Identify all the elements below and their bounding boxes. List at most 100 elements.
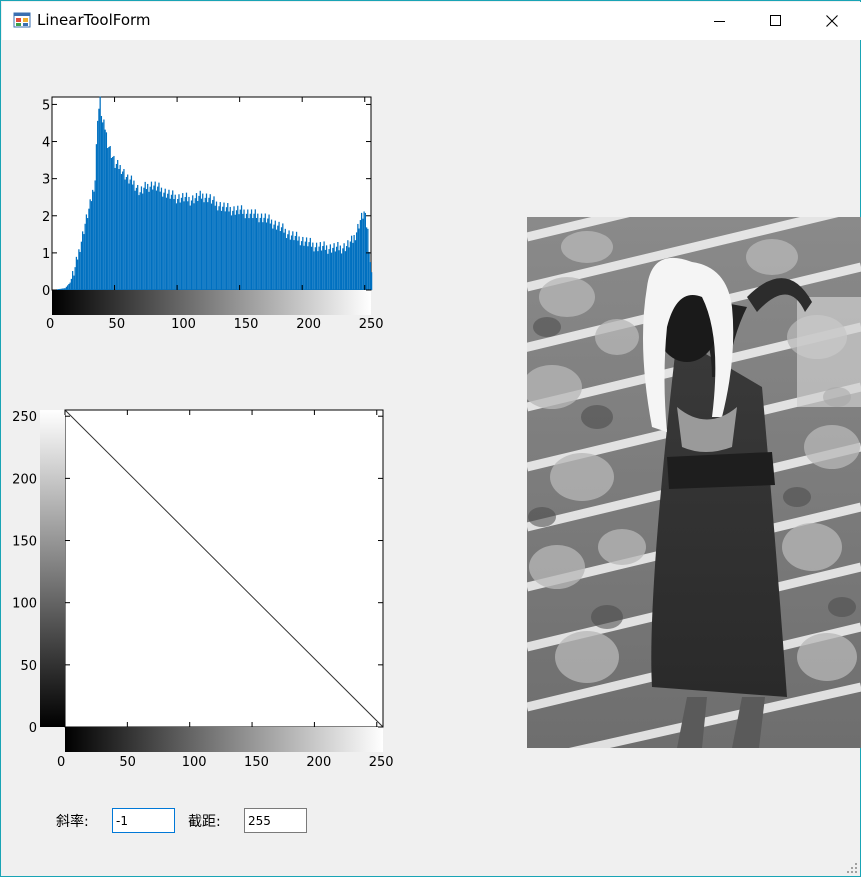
- histogram-bar: [165, 197, 168, 290]
- histogram-bar: [200, 198, 203, 290]
- histogram-bar: [113, 155, 115, 290]
- intercept-input[interactable]: [244, 808, 307, 833]
- histogram-bar: [288, 230, 290, 290]
- histogram-bar: [97, 120, 99, 290]
- histogram-bar: [347, 240, 349, 290]
- histogram-bar: [93, 191, 95, 290]
- histogram-bar: [63, 288, 65, 290]
- histogram-bar: [202, 193, 204, 290]
- histogram-bar: [267, 218, 269, 290]
- histogram-bar: [257, 213, 259, 290]
- histogram-bar: [309, 237, 311, 290]
- histogram-bar: [184, 196, 186, 290]
- histogram-bar: [292, 231, 294, 290]
- histogram-bar: [158, 182, 160, 290]
- histogram-bar: [149, 186, 151, 290]
- minimize-button[interactable]: [692, 2, 748, 40]
- histogram-bar: [289, 239, 291, 290]
- histogram-bar: [273, 224, 275, 290]
- histogram-bar: [89, 199, 91, 290]
- histogram-bar: [130, 175, 133, 290]
- slope-label: 斜率:: [56, 814, 89, 830]
- histogram-bar: [208, 197, 210, 290]
- histogram-bar: [172, 190, 174, 290]
- histogram-x-tick-label: 50: [109, 317, 126, 332]
- histogram-bar: [108, 147, 110, 290]
- histogram-bar: [135, 187, 138, 290]
- histogram-bar: [98, 108, 100, 290]
- histogram-bar: [357, 223, 359, 290]
- curve-gradient-vertical: [40, 410, 65, 727]
- histogram-bar: [258, 222, 260, 290]
- histogram-bar: [279, 231, 281, 290]
- histogram-bar: [264, 213, 266, 290]
- histogram-bar: [115, 163, 118, 290]
- title-bar[interactable]: LinearToolForm: [2, 2, 861, 40]
- intercept-label: 截距:: [188, 814, 221, 830]
- histogram-bar: [125, 177, 128, 290]
- histogram-y-tick-label: 3: [42, 173, 50, 188]
- histogram-bar: [80, 241, 83, 290]
- histogram-bar: [360, 212, 363, 290]
- histogram-bar: [209, 194, 211, 290]
- histogram-bar: [262, 222, 264, 290]
- histogram-x-tick-label: 150: [234, 317, 259, 332]
- histogram-bar: [152, 189, 154, 290]
- slope-input[interactable]: [112, 808, 175, 833]
- histogram-bar: [134, 190, 136, 290]
- histogram-bar: [371, 272, 373, 290]
- histogram-bar: [169, 198, 171, 290]
- close-button[interactable]: [804, 2, 860, 40]
- histogram-bar: [133, 180, 135, 290]
- histogram-bar: [318, 246, 320, 290]
- histogram-bar: [335, 246, 338, 290]
- histogram-bar: [180, 197, 183, 290]
- histogram-bar: [237, 205, 239, 290]
- histogram-bar: [284, 228, 286, 290]
- histogram-bar: [153, 185, 155, 290]
- histogram-bar: [342, 248, 344, 290]
- histogram-bar: [339, 245, 341, 290]
- histogram-bar: [219, 202, 221, 290]
- histogram-bar: [249, 213, 251, 290]
- histogram-bar: [270, 219, 273, 290]
- histogram-bar: [160, 187, 163, 290]
- histogram-bar: [75, 256, 78, 290]
- histogram-bar: [345, 246, 348, 290]
- histogram-bar: [94, 180, 96, 290]
- histogram-bar: [90, 201, 93, 290]
- histogram-bar: [275, 229, 278, 290]
- histogram-bar: [302, 236, 304, 290]
- curve-x-tick-label: 100: [182, 755, 207, 770]
- histogram-bar: [307, 246, 309, 290]
- histogram-bar: [197, 200, 199, 290]
- curve-gradient-horizontal: [65, 727, 383, 752]
- histogram-bar: [62, 288, 64, 290]
- histogram-bar: [285, 238, 288, 290]
- histogram-bar: [190, 200, 193, 290]
- histogram-bar: [57, 289, 59, 290]
- histogram-bar: [320, 250, 323, 290]
- curve-x-tick-label: 150: [244, 755, 269, 770]
- resize-grip-icon[interactable]: [846, 862, 858, 874]
- histogram-bar: [212, 199, 214, 290]
- histogram-bar: [198, 195, 200, 290]
- histogram-bar: [193, 203, 195, 290]
- histogram-bar: [363, 211, 365, 290]
- maximize-button[interactable]: [748, 2, 804, 40]
- histogram-bar: [323, 241, 325, 290]
- histogram-y-tick-label: 0: [42, 284, 50, 299]
- histogram-bar: [154, 181, 156, 290]
- histogram-bar: [274, 220, 276, 290]
- histogram-bar: [324, 249, 326, 290]
- histogram-bar: [232, 210, 234, 290]
- histogram-bar: [327, 253, 329, 290]
- histogram-bar: [348, 247, 350, 290]
- histogram-bar: [187, 201, 189, 290]
- histogram-bar: [239, 209, 241, 290]
- histogram-bar: [328, 249, 330, 290]
- histogram-bar: [114, 167, 116, 290]
- inverted-photo-drawing: [527, 217, 861, 748]
- histogram-bar: [230, 215, 233, 290]
- histogram-bar: [174, 194, 176, 290]
